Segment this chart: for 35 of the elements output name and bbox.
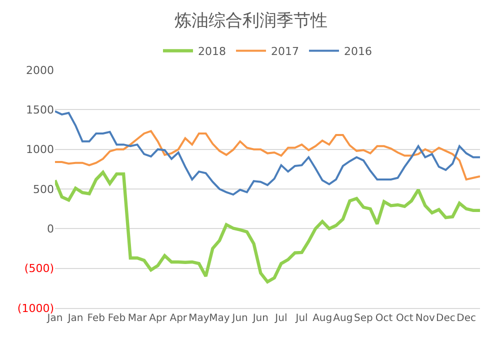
x-tick-label: Apr	[149, 313, 168, 324]
legend-label: 2018	[198, 45, 226, 58]
line-series	[55, 130, 480, 180]
legend-label: 2016	[344, 45, 372, 58]
x-tick-label: May	[188, 313, 210, 324]
x-tick-label: Jul	[274, 313, 288, 324]
y-tick-label: (1000)	[17, 302, 54, 315]
x-tick-label: Jul	[294, 313, 308, 324]
y-tick-label: 1000	[26, 143, 54, 156]
x-tick-label: Oct	[375, 313, 393, 324]
x-tick-label: Aug	[333, 313, 353, 324]
x-tick-label: Aug	[312, 313, 332, 324]
chart-title: 炼油综合利润季节性	[174, 10, 328, 31]
x-tick-label: Apr	[170, 313, 188, 324]
x-tick-label: Sep	[354, 313, 373, 324]
y-tick-label: 0	[47, 222, 54, 236]
x-tick-label: Feb	[87, 313, 105, 324]
x-tick-label: May	[209, 313, 230, 324]
x-tick-label: Nov	[415, 313, 435, 324]
y-tick-label: 2000	[26, 64, 54, 77]
y-tick-label: 1500	[26, 104, 54, 117]
x-tick-label: Dec	[456, 313, 476, 324]
x-tick-label: Jun	[252, 313, 268, 324]
x-tick-label: Mar	[128, 313, 148, 324]
x-tick-label: Jun	[231, 313, 248, 324]
y-tick-label: (500)	[24, 262, 54, 276]
x-tick-label: Dec	[436, 313, 456, 324]
line-series	[55, 110, 480, 196]
legend-label: 2017	[271, 45, 299, 58]
x-tick-label: Oct	[396, 313, 414, 324]
x-tick-label: Jan	[66, 313, 84, 324]
y-tick-label: 500	[33, 182, 54, 196]
x-tick-label: Feb	[108, 313, 126, 324]
x-tick-label: Jan	[46, 313, 63, 324]
line-series	[55, 170, 480, 284]
